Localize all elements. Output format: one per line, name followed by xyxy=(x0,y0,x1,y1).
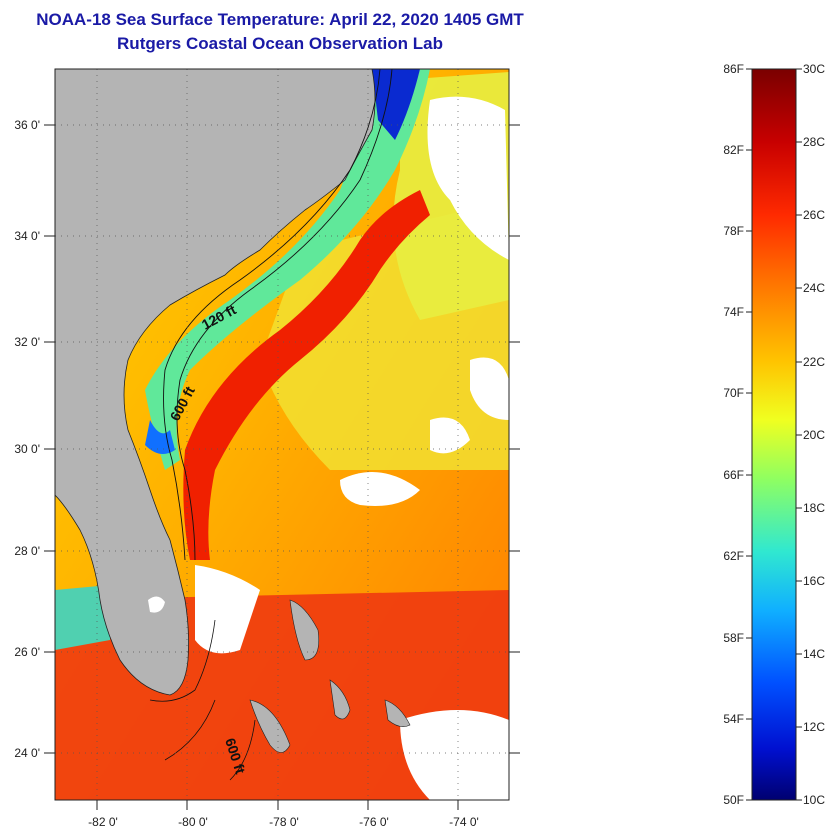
colorbar-f-label: 50F xyxy=(723,793,744,807)
axis-ticks xyxy=(44,124,520,810)
gulf-stream xyxy=(183,190,430,560)
colorbar-c-label: 16C xyxy=(803,574,825,588)
contour-120ft xyxy=(163,69,381,561)
cloud-area xyxy=(195,565,260,654)
colorbar-c-label: 28C xyxy=(803,135,825,149)
colorbar-f-label: 74F xyxy=(723,305,744,319)
colorbar-f-label: 86F xyxy=(723,62,744,76)
colorbar xyxy=(751,68,797,801)
colorbar-ticks xyxy=(746,68,802,801)
lon-label: -80 0' xyxy=(178,815,208,829)
shelf-water xyxy=(145,69,430,470)
land-mass xyxy=(55,69,376,696)
colorbar-c-label: 14C xyxy=(803,647,825,661)
island xyxy=(289,599,319,661)
island xyxy=(384,699,411,727)
cloud-area xyxy=(427,96,509,261)
colorbar-c-label: 22C xyxy=(803,355,825,369)
cloud-area xyxy=(430,417,470,454)
chart-title: NOAA-18 Sea Surface Temperature: April 2… xyxy=(36,10,524,29)
colorbar-f-label: 66F xyxy=(723,468,744,482)
colorbar-c-label: 18C xyxy=(803,501,825,515)
colorbar-c-label: 26C xyxy=(803,208,825,222)
cloud-area xyxy=(400,710,509,800)
cold-water-north xyxy=(372,69,420,140)
contour-line xyxy=(149,619,216,702)
cold-patch xyxy=(145,420,175,454)
colorbar-f-label: 58F xyxy=(723,631,744,645)
lat-label: 30 0' xyxy=(14,442,40,456)
chart-subtitle: Rutgers Coastal Ocean Observation Lab xyxy=(117,34,443,53)
colorbar-c-label: 10C xyxy=(803,793,825,807)
colorbar-c-label: 12C xyxy=(803,720,825,734)
colorbar-f-label: 70F xyxy=(723,386,744,400)
lat-label: 26 0' xyxy=(14,645,40,659)
colorbar-f-label: 82F xyxy=(723,143,744,157)
colorbar-f-label: 78F xyxy=(723,224,744,238)
lon-label: -74 0' xyxy=(449,815,479,829)
cloud-area xyxy=(470,357,509,420)
colorbar-c-label: 24C xyxy=(803,281,825,295)
gulf-shelf-water xyxy=(55,585,110,650)
lat-label: 34 0' xyxy=(14,229,40,243)
contour-line xyxy=(164,699,256,781)
lat-label: 28 0' xyxy=(14,544,40,558)
colorbar-f-label: 54F xyxy=(723,712,744,726)
colorbar-c-label: 30C xyxy=(803,62,825,76)
map-frame xyxy=(54,68,510,801)
island xyxy=(249,699,291,753)
cloud-area xyxy=(340,472,420,506)
contour-600ft xyxy=(176,69,393,561)
colorbar-f-label: 62F xyxy=(723,549,744,563)
lat-label: 24 0' xyxy=(14,746,40,760)
island xyxy=(329,679,351,720)
lon-label: -82 0' xyxy=(88,815,118,829)
lon-label: -76 0' xyxy=(359,815,389,829)
lat-label: 36 0' xyxy=(14,118,40,132)
lon-label: -78 0' xyxy=(269,815,299,829)
lat-label: 32 0' xyxy=(14,335,40,349)
lake-okeechobee xyxy=(148,596,165,613)
lat-lon-grid xyxy=(55,69,509,800)
map-panel: 120 ft 600 ft 600 ft xyxy=(55,69,509,800)
colorbar-c-label: 20C xyxy=(803,428,825,442)
